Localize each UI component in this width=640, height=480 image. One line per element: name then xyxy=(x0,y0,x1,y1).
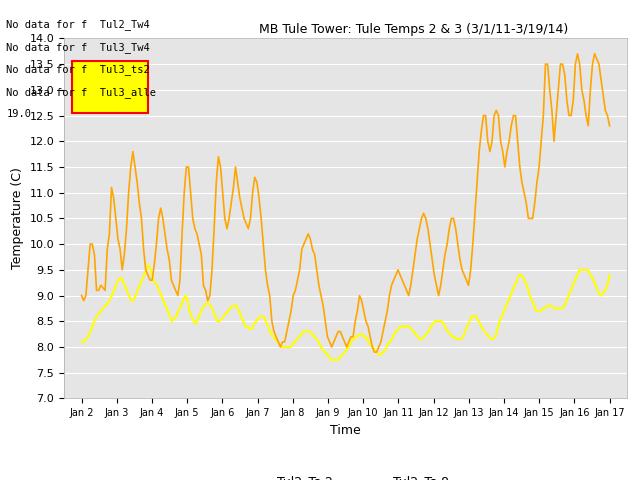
X-axis label: Time: Time xyxy=(330,424,361,437)
Tul2_Ts-2 xyxy=(540,113,547,119)
Text: 19.0: 19.0 xyxy=(6,109,31,120)
Tul2_Ts-8 xyxy=(606,272,614,278)
Tul2_Ts-2 xyxy=(340,339,348,345)
Tul2_Ts-2 xyxy=(591,51,598,57)
Text: No data for f  Tul3_Tw4: No data for f Tul3_Tw4 xyxy=(6,42,150,53)
Tul2_Ts-2 xyxy=(371,349,378,355)
Text: No data for f  Tul3_ts2: No data for f Tul3_ts2 xyxy=(6,64,150,75)
Tul2_Ts-8 xyxy=(112,282,120,288)
Tul2_Ts-8 xyxy=(296,334,303,339)
Tul2_Ts-2 xyxy=(307,236,314,242)
Legend: Tul2_Ts-2, Tul2_Ts-8: Tul2_Ts-2, Tul2_Ts-8 xyxy=(237,470,454,480)
Text: No data for f  Tul2_Tw4: No data for f Tul2_Tw4 xyxy=(6,19,150,30)
Title: MB Tule Tower: Tule Temps 2 & 3 (3/1/11-3/19/14): MB Tule Tower: Tule Temps 2 & 3 (3/1/11-… xyxy=(259,23,568,36)
Tul2_Ts-8 xyxy=(278,344,286,350)
Tul2_Ts-8 xyxy=(481,329,488,335)
Tul2_Ts-2 xyxy=(78,293,86,299)
Tul2_Ts-2 xyxy=(606,123,614,129)
Y-axis label: Temperature (C): Temperature (C) xyxy=(11,168,24,269)
Tul2_Ts-8 xyxy=(369,344,376,350)
Tul2_Ts-8 xyxy=(595,290,603,296)
Tul2_Ts-8 xyxy=(145,262,152,267)
Tul2_Ts-8 xyxy=(328,357,335,363)
Tul2_Ts-8 xyxy=(78,339,86,345)
Text: No data for f  Tul3_alle: No data for f Tul3_alle xyxy=(6,87,156,98)
Tul2_Ts-2 xyxy=(477,128,485,134)
Tul2_Ts-2 xyxy=(573,51,581,57)
Tul2_Ts-2 xyxy=(518,180,526,185)
Line: Tul2_Ts-8: Tul2_Ts-8 xyxy=(82,264,610,360)
Line: Tul2_Ts-2: Tul2_Ts-2 xyxy=(82,54,610,352)
